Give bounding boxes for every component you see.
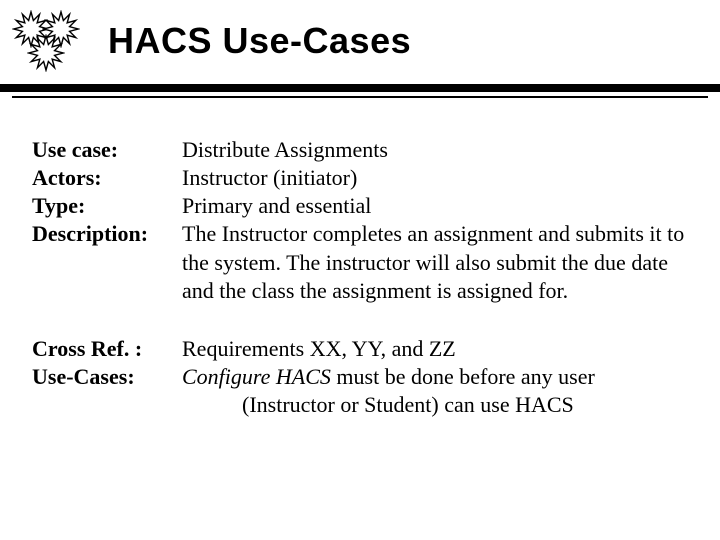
crossref-label: Cross Ref. : bbox=[32, 335, 182, 363]
usecases-italic: Configure HACS bbox=[182, 364, 331, 389]
actors-label: Actors: bbox=[32, 164, 182, 192]
usecases-line2: (Instructor or Student) can use HACS bbox=[182, 391, 700, 419]
three-stars-icon bbox=[12, 10, 90, 72]
description-value: The Instructor completes an assignment a… bbox=[182, 220, 700, 304]
slide-body: Use case: Distribute Assignments Actors:… bbox=[0, 98, 720, 419]
crossref-row: Cross Ref. : Requirements XX, YY, and ZZ bbox=[32, 335, 700, 363]
usecase-value: Distribute Assignments bbox=[182, 136, 700, 164]
description-row: Description: The Instructor completes an… bbox=[32, 220, 700, 304]
slide-header: HACS Use-Cases bbox=[0, 0, 720, 72]
slide-title: HACS Use-Cases bbox=[108, 20, 411, 62]
usecase-row: Use case: Distribute Assignments bbox=[32, 136, 700, 164]
type-label: Type: bbox=[32, 192, 182, 220]
crossref-value: Requirements XX, YY, and ZZ bbox=[182, 335, 700, 363]
type-value: Primary and essential bbox=[182, 192, 700, 220]
usecases-rest: must be done before any user bbox=[331, 364, 595, 389]
title-divider bbox=[0, 84, 720, 98]
usecases-label: Use-Cases: bbox=[32, 363, 182, 391]
actors-value: Instructor (initiator) bbox=[182, 164, 700, 192]
actors-row: Actors: Instructor (initiator) bbox=[32, 164, 700, 192]
description-label: Description: bbox=[32, 220, 182, 248]
usecase-label: Use case: bbox=[32, 136, 182, 164]
usecases-value: Configure HACS must be done before any u… bbox=[182, 363, 700, 419]
usecases-row: Use-Cases: Configure HACS must be done b… bbox=[32, 363, 700, 419]
type-row: Type: Primary and essential bbox=[32, 192, 700, 220]
